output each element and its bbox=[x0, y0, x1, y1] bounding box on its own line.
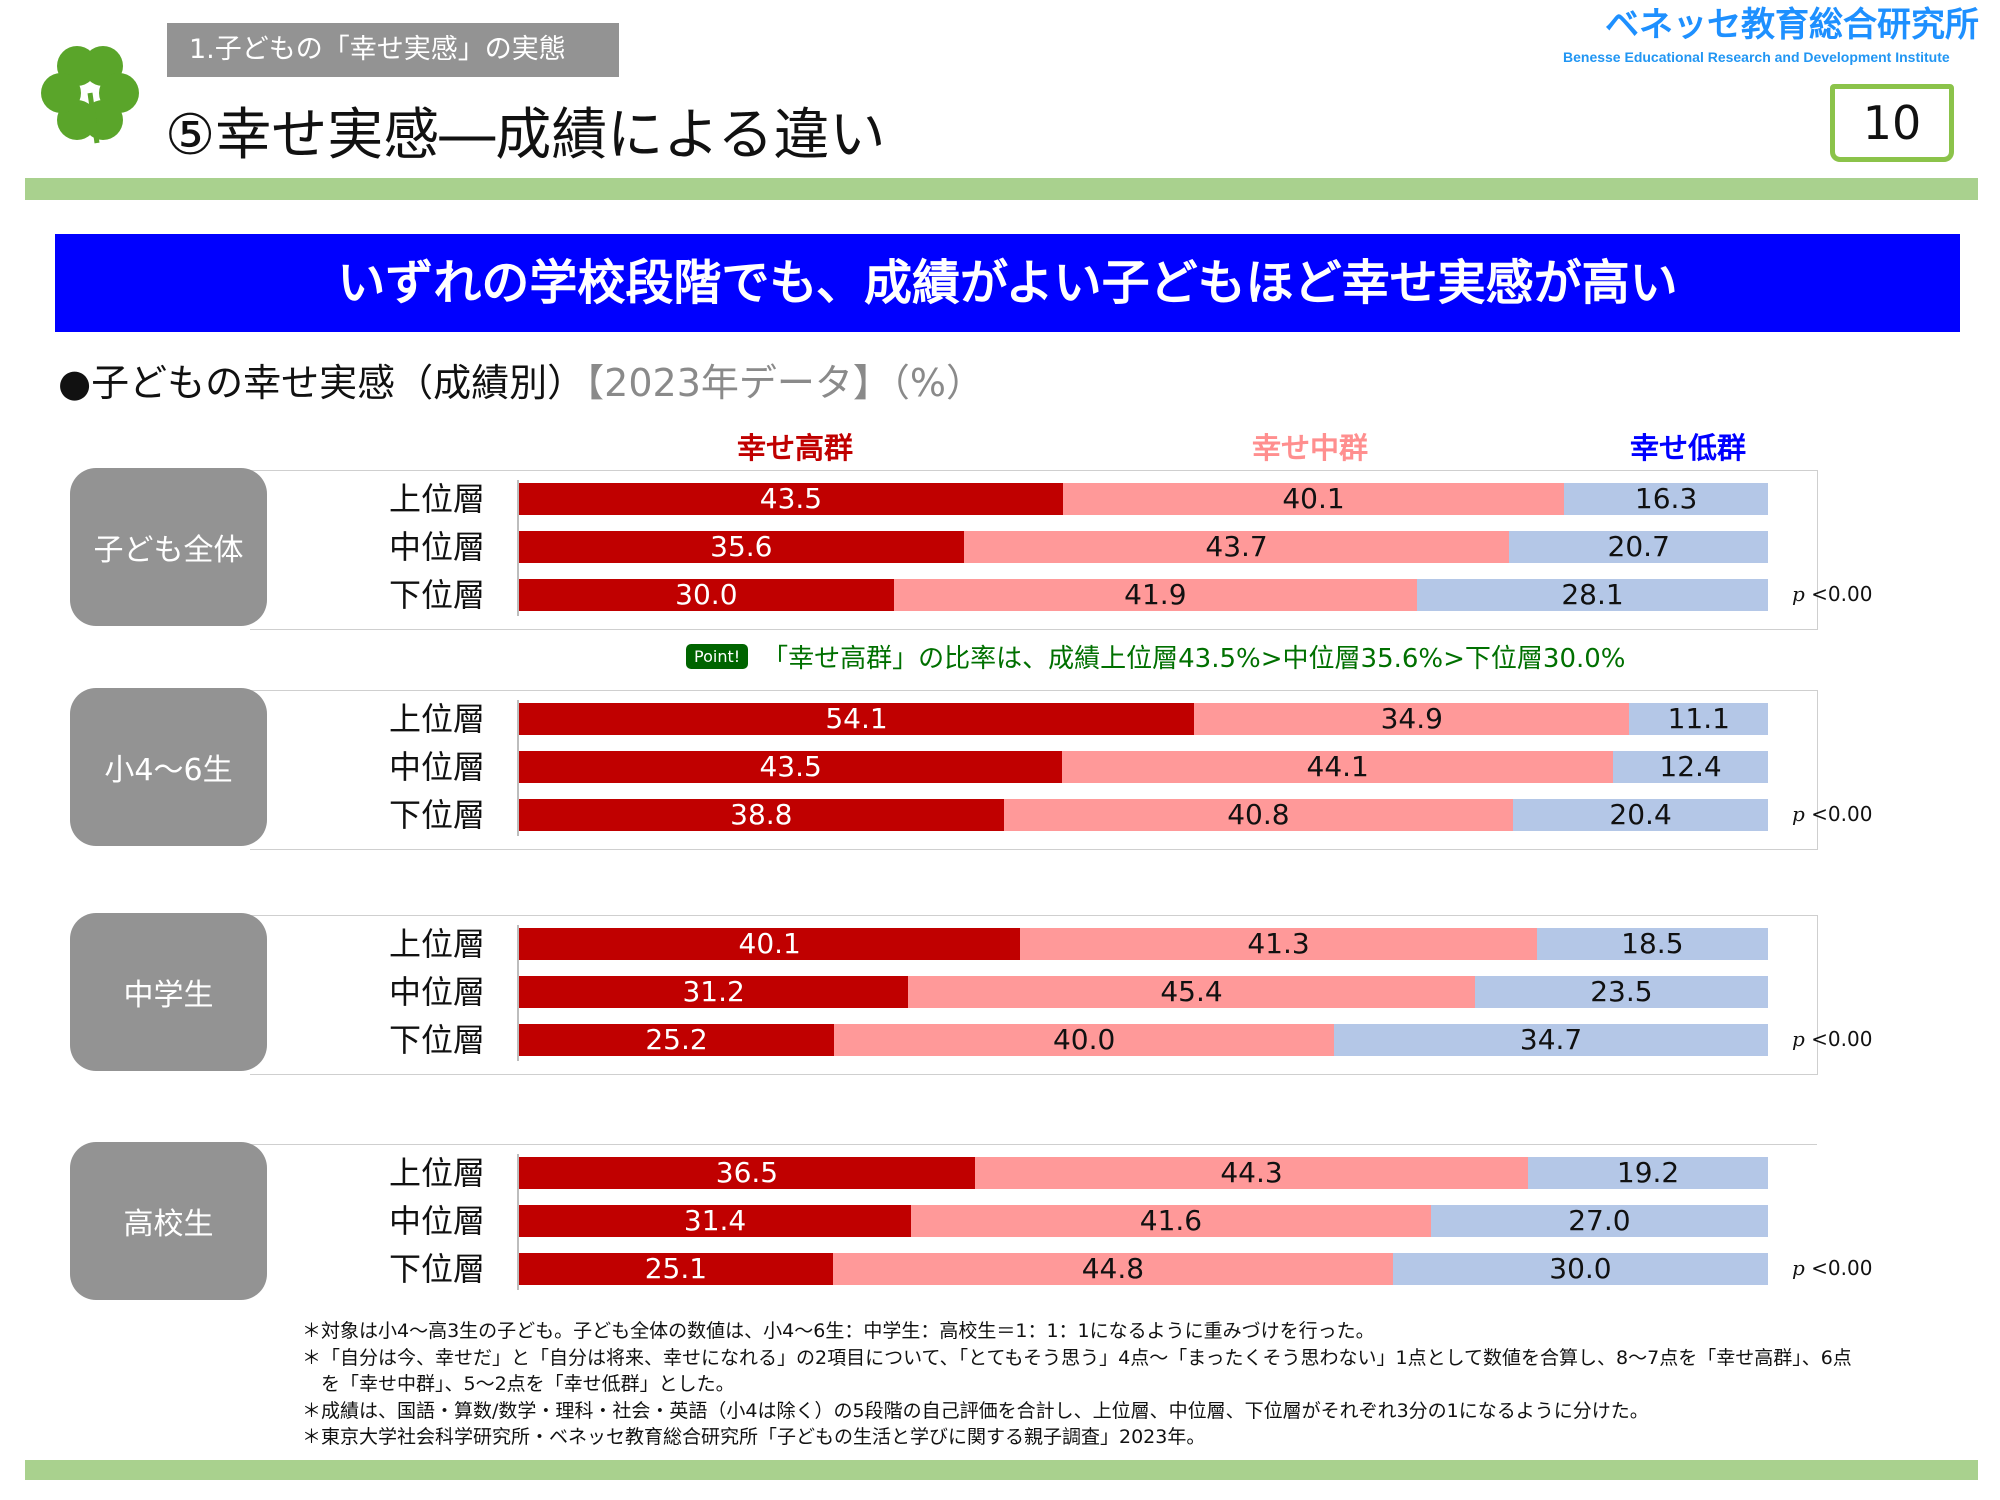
chart-heading-main: ●子どもの幸せ実感（成績別） bbox=[58, 361, 586, 405]
bar-segment-low: 27.0 bbox=[1430, 1205, 1768, 1237]
group-frame bbox=[250, 1144, 1817, 1145]
bar-segment-high: 43.5 bbox=[519, 751, 1063, 783]
group-label: 小4～6生 bbox=[70, 688, 267, 846]
group-frame bbox=[250, 470, 1818, 630]
p-label: <0.00 bbox=[1811, 582, 1873, 606]
bar-segment-mid: 44.3 bbox=[974, 1157, 1529, 1189]
clover-icon bbox=[41, 46, 139, 144]
bar-segment-mid: 34.9 bbox=[1194, 703, 1630, 735]
bar-segment-mid: 43.7 bbox=[963, 531, 1510, 563]
logo-text-en: Benesse Educational Research and Develop… bbox=[1563, 49, 1950, 65]
bar-segment-mid: 40.8 bbox=[1003, 799, 1514, 831]
row-label: 下位層 bbox=[388, 796, 485, 834]
footnote: を「幸せ中群」、5～2点を「幸せ低群」とした。 bbox=[302, 1373, 735, 1395]
chart-heading-sub: 【2023年データ】（%） bbox=[585, 361, 984, 405]
point-callout: Point! 「幸せ高群」の比率は、成績上位層43.5%>中位層35.6%>下位… bbox=[686, 638, 1626, 675]
bar-segment-high: 31.2 bbox=[519, 976, 909, 1008]
row-label: 上位層 bbox=[388, 700, 485, 738]
bar-segment-mid: 41.9 bbox=[893, 579, 1418, 611]
bar-segment-high: 36.5 bbox=[519, 1157, 975, 1189]
bar-segment-low: 34.7 bbox=[1334, 1024, 1768, 1056]
group-frame bbox=[250, 690, 1818, 850]
bar-segment-high: 40.1 bbox=[519, 928, 1021, 960]
bar-segment-high: 43.5 bbox=[519, 483, 1063, 515]
group-label: 子ども全体 bbox=[70, 468, 267, 626]
bar-segment-high: 38.8 bbox=[519, 799, 1004, 831]
row-label: 下位層 bbox=[388, 1021, 485, 1059]
footnote: ＊「自分は今、幸せだ」と「自分は将来、幸せになれる」の2項目について、「とてもそ… bbox=[302, 1346, 1852, 1369]
p-value: p <0.00 bbox=[1792, 1256, 1872, 1280]
bar-segment-high: 25.2 bbox=[519, 1024, 835, 1056]
footnote: ＊対象は小4～高3生の子ども。子ども全体の数値は、小4～6生：中学生：高校生＝1… bbox=[302, 1320, 1375, 1342]
bar-segment-mid: 44.1 bbox=[1062, 751, 1614, 783]
p-label: <0.00 bbox=[1811, 1027, 1873, 1051]
p-symbol: p bbox=[1792, 802, 1805, 826]
axis-line bbox=[517, 480, 519, 616]
bar-segment-high: 35.6 bbox=[519, 531, 964, 563]
footnotes: ＊対象は小4～高3生の子ども。子ども全体の数値は、小4～6生：中学生：高校生＝1… bbox=[302, 1318, 1852, 1451]
p-label: <0.00 bbox=[1811, 802, 1873, 826]
axis-line bbox=[517, 700, 519, 836]
legend-mid: 幸せ中群 bbox=[1251, 431, 1369, 465]
chart-heading: ●子どもの幸せ実感（成績別）【2023年データ】（%） bbox=[58, 352, 984, 407]
bar-segment-mid: 40.0 bbox=[834, 1024, 1335, 1056]
bar-segment-low: 11.1 bbox=[1629, 703, 1768, 735]
row-label: 下位層 bbox=[388, 576, 485, 614]
row-label: 中位層 bbox=[388, 748, 485, 786]
group-label: 中学生 bbox=[70, 913, 267, 1071]
row-label: 中位層 bbox=[388, 528, 485, 566]
bar-segment-mid: 41.3 bbox=[1020, 928, 1537, 960]
p-symbol: p bbox=[1792, 582, 1805, 606]
axis-line bbox=[517, 925, 519, 1061]
bar-segment-mid: 44.8 bbox=[832, 1253, 1393, 1285]
page-number: 10 bbox=[1830, 84, 1954, 162]
row-label: 上位層 bbox=[388, 480, 485, 518]
bar-segment-low: 20.4 bbox=[1513, 799, 1768, 831]
bar-segment-mid: 40.1 bbox=[1062, 483, 1565, 515]
bar-segment-mid: 45.4 bbox=[908, 976, 1475, 1008]
section-label: 1.子どもの「幸せ実感」の実態 bbox=[167, 23, 619, 77]
group-label: 高校生 bbox=[70, 1142, 267, 1300]
footnote: ＊東京大学社会科学研究所・ベネッセ教育総合研究所「子どもの生活と学びに関する親子… bbox=[302, 1426, 1206, 1448]
logo-text-jp: ベネッセ教育総合研究所 bbox=[1605, 5, 1979, 45]
point-badge: Point! bbox=[686, 644, 749, 669]
row-label: 中位層 bbox=[388, 973, 485, 1011]
bar-segment-high: 54.1 bbox=[519, 703, 1195, 735]
key-message-banner: いずれの学校段階でも、成績がよい子どもほど幸せ実感が高い bbox=[55, 234, 1960, 332]
row-label: 中位層 bbox=[388, 1202, 485, 1240]
footer-divider bbox=[25, 1460, 1978, 1480]
legend-high: 幸せ高群 bbox=[736, 431, 854, 465]
point-text: 「幸せ高群」の比率は、成績上位層43.5%>中位層35.6%>下位層30.0% bbox=[762, 644, 1626, 674]
p-label: <0.00 bbox=[1811, 1256, 1873, 1280]
footnote: ＊成績は、国語・算数/数学・理科・社会・英語（小4は除く）の5段階の自己評価を合… bbox=[302, 1399, 1649, 1422]
bar-segment-high: 30.0 bbox=[519, 579, 894, 611]
bar-segment-low: 12.4 bbox=[1613, 751, 1768, 783]
axis-line bbox=[517, 1154, 519, 1290]
bar-segment-high: 25.1 bbox=[519, 1253, 833, 1285]
page-title: ⑤幸せ実感―成績による違い bbox=[165, 103, 886, 168]
legend-low: 幸せ低群 bbox=[1629, 431, 1747, 465]
bar-segment-low: 20.7 bbox=[1509, 531, 1768, 563]
row-label: 下位層 bbox=[388, 1250, 485, 1288]
bar-segment-low: 16.3 bbox=[1564, 483, 1768, 515]
group-frame bbox=[250, 915, 1818, 1075]
bar-segment-mid: 41.6 bbox=[911, 1205, 1431, 1237]
bar-segment-low: 18.5 bbox=[1536, 928, 1768, 960]
header-divider bbox=[25, 178, 1978, 200]
bar-segment-low: 23.5 bbox=[1474, 976, 1768, 1008]
row-label: 上位層 bbox=[388, 1154, 485, 1192]
p-symbol: p bbox=[1792, 1256, 1805, 1280]
p-value: p <0.00 bbox=[1792, 802, 1872, 826]
p-symbol: p bbox=[1792, 1027, 1805, 1051]
bar-segment-high: 31.4 bbox=[519, 1205, 912, 1237]
bar-segment-low: 19.2 bbox=[1528, 1157, 1768, 1189]
bar-segment-low: 28.1 bbox=[1417, 579, 1768, 611]
p-value: p <0.00 bbox=[1792, 1027, 1872, 1051]
p-value: p <0.00 bbox=[1792, 582, 1872, 606]
row-label: 上位層 bbox=[388, 925, 485, 963]
bar-segment-low: 30.0 bbox=[1392, 1253, 1768, 1285]
